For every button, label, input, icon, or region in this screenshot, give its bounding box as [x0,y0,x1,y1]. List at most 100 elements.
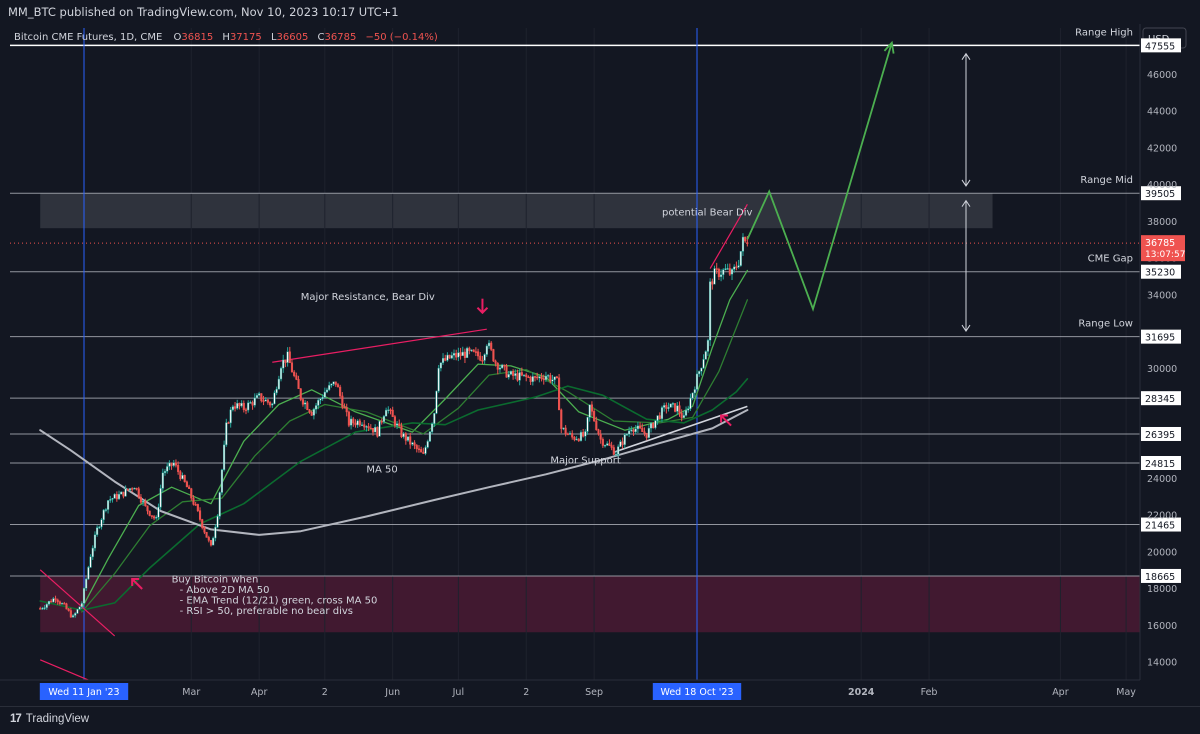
candle-2023-01-15 [91,545,94,560]
candle-2023-05-14 [352,417,355,427]
countdown-text: 13:07:57 [1145,250,1185,260]
candle-2023-06-28 [450,351,453,360]
current-price-tag [1141,235,1185,262]
candle-2023-09-08 [608,439,611,446]
note-line-2: - EMA Trend (12/21) green, cross MA 50 [180,596,378,607]
resistance-pointer-arrow-head [476,306,489,315]
x-tick-4: Jun [384,687,400,698]
candle-2023-02-10 [148,510,151,517]
level-tag-text-21465: 21465 [1145,521,1175,532]
candle-2023-06-07 [404,432,407,445]
candle-2023-03-24 [240,400,243,408]
candle-2023-10-23 [706,338,709,356]
candle-2023-06-05 [400,422,403,439]
candle-2023-04-26 [312,407,315,420]
candle-2023-05-12 [347,410,350,428]
candle-2023-04-05 [266,398,269,405]
level-tag-24815 [1141,456,1181,471]
candle-2023-07-16 [490,341,493,352]
candle-2023-04-07 [271,402,274,408]
candle-2023-03-27 [247,400,250,413]
candle-2023-04-23 [306,400,309,411]
candle-2023-08-23 [573,436,576,442]
candle-2023-02-23 [177,461,180,475]
candle-2023-01-19 [100,518,103,530]
candle-2022-12-25 [45,603,48,610]
level-tag-text-28345: 28345 [1145,394,1175,405]
candle-2023-07-26 [512,369,515,380]
level-tag-39505 [1141,186,1181,201]
candle-2023-02-22 [174,459,177,468]
candle-2023-01-26 [115,491,118,502]
candle-2023-05-31 [389,408,392,415]
candle-2023-04-15 [288,346,291,364]
candle-2023-01-07 [74,612,77,618]
candle-2023-01-13 [87,565,90,580]
candle-2023-09-20 [634,424,637,435]
y-tick-46000: 46000 [1147,70,1177,81]
range-upper-measure-bottom-head [961,179,971,187]
candle-2023-01-30 [124,485,127,497]
candle-2023-02-18 [166,462,169,474]
tradingview-logo[interactable]: 17 TradingView [10,713,89,725]
x-tick-3: 2 [322,687,328,698]
current-price-text: 36785 [1145,238,1175,249]
y-tick-18000: 18000 [1147,584,1177,595]
candle-2023-04-17 [293,370,296,378]
price-axis[interactable]: USD 475553950535230316952834526395248152… [1139,24,1200,680]
candle-2023-06-27 [448,354,451,359]
candle-2023-11-01 [726,263,729,270]
candle-2023-03-13 [216,514,219,529]
candle-2023-05-10 [343,403,346,409]
candle-2023-02-12 [153,515,156,521]
candle-2023-01-04 [67,607,70,612]
candle-2023-09-09 [610,441,613,451]
candle-2023-08-28 [584,429,587,441]
y-tick-40000: 40000 [1147,180,1177,191]
candle-2023-04-14 [286,347,289,367]
change-value: −50 (−0.14%) [366,32,438,43]
series-ema-12 [81,269,749,610]
candle-2023-09-03 [597,428,600,436]
candle-2023-07-23 [505,363,508,378]
candle-2023-07-15 [487,339,491,349]
candle-2023-08-21 [568,431,572,436]
bear-div-trendline [272,328,487,363]
tradingview-brand: TradingView [25,713,90,725]
x-tick-12: May [1116,687,1136,698]
candle-2023-04-27 [315,402,318,414]
candle-2023-10-07 [671,402,674,408]
candle-2023-11-05 [735,261,738,271]
level-tag-text-39505: 39505 [1145,189,1175,200]
candle-2023-09-13 [619,439,622,447]
candle-2023-05-17 [358,418,361,427]
candle-2023-10-01 [658,412,661,420]
candle-2023-10-12 [682,410,685,419]
candle-2023-08-31 [590,401,593,416]
candle-2023-10-11 [680,409,683,422]
x-tick-8: Wed 18 Oct '23 [661,687,734,698]
candle-2023-08-16 [558,373,561,411]
candle-2023-02-03 [133,487,136,490]
candle-2023-10-27 [715,262,718,274]
x-highlight-0 [39,683,129,700]
candle-2023-05-23 [371,428,375,436]
candle-2023-01-02 [63,601,66,605]
candle-2023-08-13 [551,374,554,386]
candle-2023-01-05 [69,607,72,618]
candle-2023-06-22 [437,365,440,393]
candle-2023-02-08 [144,498,147,507]
time-axis[interactable]: Wed 11 Jan '23 Mar Apr 2 Jun Jul 2 Sep Wed 18 Oc… [0,679,1200,706]
candle-2022-12-24 [43,604,46,611]
candle-2023-01-23 [109,495,112,503]
candle-2023-08-07 [538,375,541,383]
level-tag-text-35230: 35230 [1145,268,1175,279]
candle-2023-03-03 [194,501,197,506]
candle-2023-10-02 [660,405,664,423]
range-upper-measure-top-head [961,52,971,60]
candle-2023-10-04 [665,402,668,414]
tradingview-logo-icon: 17 [10,713,22,725]
svg-text:Bitcoin CME Futures, 1D, CME: Bitcoin CME Futures, 1D, CME O36815 H371… [14,32,438,43]
candle-2023-08-12 [549,372,552,384]
